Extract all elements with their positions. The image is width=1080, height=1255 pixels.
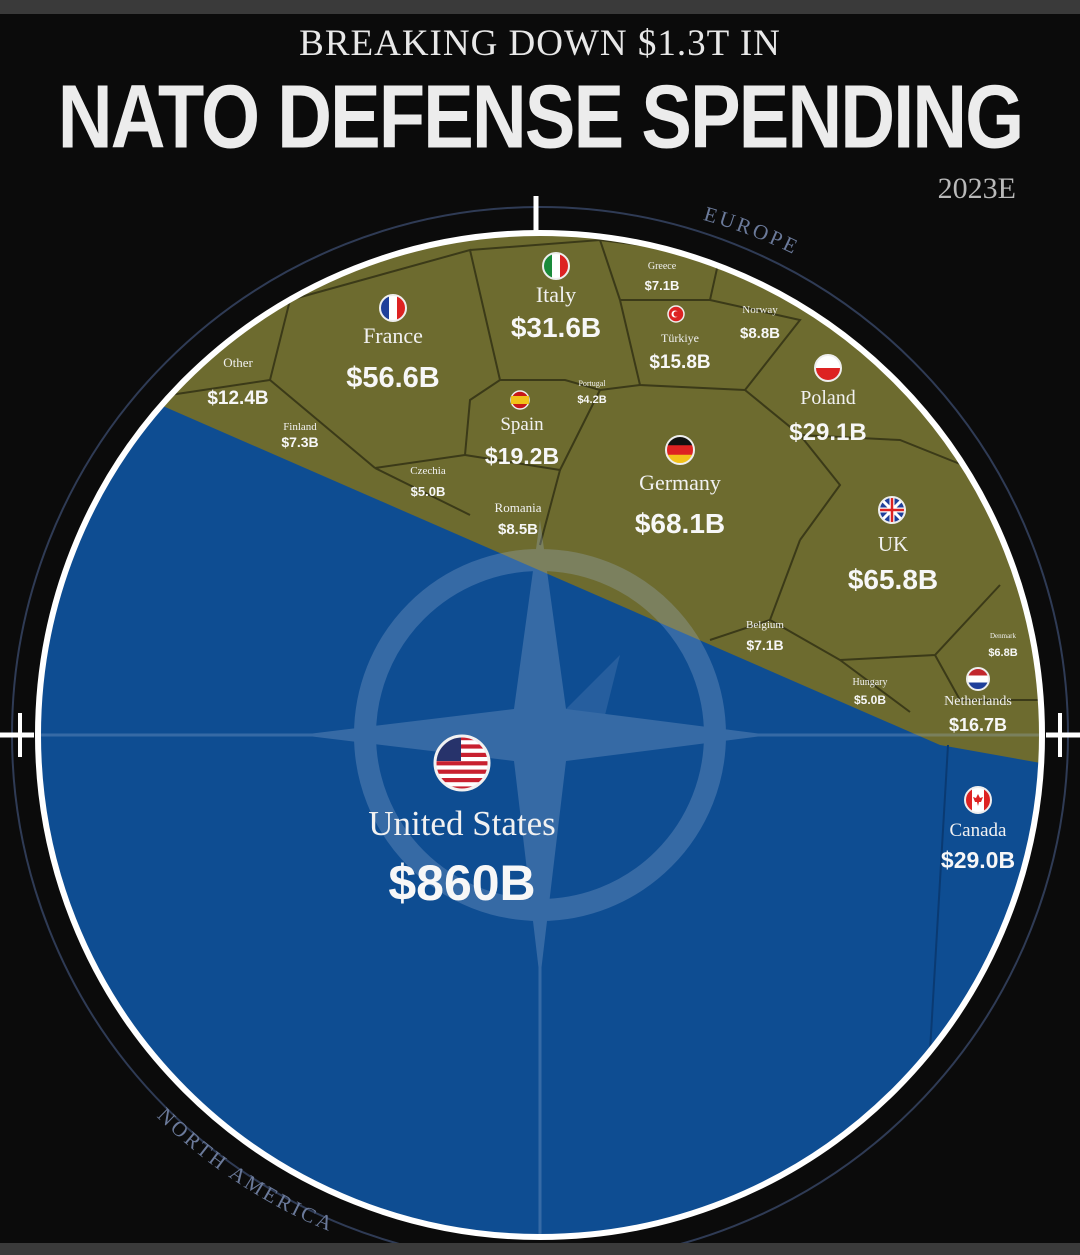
- country-value-france: $56.6B: [346, 362, 440, 394]
- country-name-finland: Finland: [283, 421, 317, 433]
- country-name-czechia: Czechia: [410, 465, 446, 477]
- country-name-portugal: Portugal: [578, 379, 606, 388]
- canada-flag-icon: [964, 786, 992, 814]
- country-value-united-states: $860B: [388, 855, 535, 911]
- country-value-romania: $8.5B: [498, 521, 538, 538]
- country-name-romania: Romania: [495, 500, 542, 515]
- country-value-portugal: $4.2B: [577, 394, 606, 406]
- country-value-uk: $65.8B: [848, 564, 938, 595]
- country-name-canada: Canada: [950, 820, 1008, 841]
- country-value-poland: $29.1B: [789, 419, 866, 446]
- country-labels: Other $12.4B France $56.6B Finland$7.3B Italy…: [207, 261, 1017, 911]
- bottom-bar: [0, 1243, 1080, 1255]
- top-bar: [0, 0, 1080, 14]
- country-name-other: Other: [223, 355, 253, 370]
- country-value-denmark: $6.8B: [988, 647, 1017, 659]
- country-name-france: France: [363, 323, 423, 348]
- country-value-finland: $7.3B: [281, 434, 318, 450]
- germany-flag-icon: [665, 435, 695, 465]
- chart-ring: [35, 230, 1045, 1240]
- country-value-hungary: $5.0B: [854, 693, 886, 707]
- uk-flag-icon: [878, 496, 906, 524]
- country-value-italy: $31.6B: [511, 312, 601, 343]
- outer-guide: [0, 196, 1080, 1255]
- spain-flag-icon: [510, 390, 530, 410]
- country-value-greece: $7.1B: [645, 278, 680, 293]
- country-name-norway: Norway: [742, 304, 778, 316]
- country-value-belgium: $7.1B: [746, 637, 783, 653]
- country-value-turkiye: $15.8B: [649, 352, 710, 373]
- turkiye-flag-icon: [667, 305, 685, 323]
- country-value-other: $12.4B: [207, 388, 268, 409]
- country-name-germany: Germany: [639, 470, 721, 495]
- poland-flag-icon: [814, 354, 842, 382]
- country-value-spain: $19.2B: [485, 443, 559, 469]
- france-flag-icon: [379, 294, 407, 322]
- country-name-greece: Greece: [648, 261, 677, 272]
- europe-cell-borders: [169, 238, 1040, 713]
- nato-star-emblem: [40, 520, 1040, 1237]
- country-name-belgium: Belgium: [746, 619, 784, 631]
- chart-subtitle: BREAKING DOWN $1.3T IN: [299, 23, 781, 64]
- country-name-united-states: United States: [368, 804, 556, 843]
- country-value-netherlands: $16.7B: [949, 715, 1007, 735]
- country-value-czechia: $5.0B: [411, 484, 446, 499]
- country-value-canada: $29.0B: [941, 847, 1015, 873]
- country-value-germany: $68.1B: [635, 508, 725, 539]
- country-name-netherlands: Netherlands: [944, 694, 1012, 709]
- country-name-hungary: Hungary: [853, 677, 888, 688]
- country-value-norway: $8.8B: [740, 325, 780, 342]
- italy-flag-icon: [542, 252, 570, 280]
- country-name-italy: Italy: [536, 282, 576, 307]
- europe-area: [38, 233, 1042, 770]
- country-name-spain: Spain: [500, 414, 544, 435]
- chart-title: NATO DEFENSE SPENDING: [57, 67, 1024, 168]
- country-name-uk: UK: [878, 532, 908, 556]
- chart-year: 2023E: [937, 172, 1016, 205]
- country-name-denmark: Denmark: [990, 632, 1017, 640]
- netherlands-flag-icon: [966, 667, 990, 691]
- country-name-poland: Poland: [800, 387, 856, 409]
- country-name-turkiye: Türkiye: [661, 331, 699, 345]
- usa-flag-icon: [433, 734, 491, 792]
